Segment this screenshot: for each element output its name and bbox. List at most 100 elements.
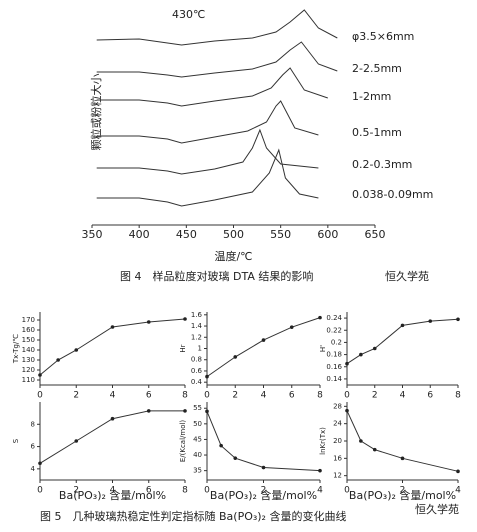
y-tick-label: 0.24 xyxy=(326,314,342,322)
curve xyxy=(346,318,459,365)
x-tick-label: 600 xyxy=(317,228,338,241)
figure-caption: 图 5 几种玻璃热稳定性判定指标随 Ba(PO₃)₂ 含量的变化曲线 xyxy=(40,509,346,523)
x-axis-label: Ba(PO₃)₂ 含量/mol% xyxy=(210,488,317,502)
point xyxy=(74,439,79,443)
curve xyxy=(96,67,328,107)
curve xyxy=(346,410,459,472)
curve xyxy=(96,41,338,78)
x-tick-label: 4 xyxy=(110,391,116,401)
x-tick-label: 2 xyxy=(400,486,406,496)
y-tick-label: 6 xyxy=(31,443,36,451)
y-tick-label: 120 xyxy=(22,366,35,374)
x-tick-label: 400 xyxy=(129,228,150,241)
x-tick-label: 8 xyxy=(455,391,461,401)
figure-caption: 图 4 样品粒度对玻璃 DTA 结果的影响 xyxy=(120,269,313,283)
y-tick-label: 0.4 xyxy=(191,378,203,386)
y-axis-label: E/(Kcal/mol) xyxy=(179,420,187,463)
x-tick-label: 0 xyxy=(204,391,210,401)
series-label: 1-2mm xyxy=(352,90,391,103)
y-tick-label: 150 xyxy=(22,336,35,344)
x-tick-label: 550 xyxy=(270,228,291,241)
x-tick-label: 8 xyxy=(317,391,323,401)
y-tick-label: 45 xyxy=(193,435,202,443)
y-tick-label: 24 xyxy=(333,420,342,428)
curve xyxy=(96,100,319,144)
curve xyxy=(96,148,319,207)
curve xyxy=(96,128,319,175)
curve xyxy=(96,9,338,46)
point xyxy=(400,323,405,328)
y-axis-label: 颗粒或粉粒大小 xyxy=(89,74,103,151)
x-tick-label: 8 xyxy=(182,486,188,496)
y-tick-label: 1.4 xyxy=(191,322,203,330)
y-axis-label: lnKr(Tx) xyxy=(319,427,327,455)
x-tick-label: 8 xyxy=(182,391,188,401)
x-tick-label: 350 xyxy=(82,228,103,241)
point xyxy=(183,409,187,413)
point xyxy=(38,461,42,466)
curve xyxy=(206,411,321,472)
point xyxy=(261,338,266,342)
point xyxy=(233,456,238,460)
x-tick-label: 2 xyxy=(73,486,79,496)
x-tick-label: 2 xyxy=(73,391,79,401)
x-axis-label: 温度/℃ xyxy=(214,249,252,263)
x-tick-label: 450 xyxy=(176,228,197,241)
y-tick-label: 110 xyxy=(22,376,35,384)
point xyxy=(183,317,187,321)
y-tick-label: 0.8 xyxy=(191,356,202,364)
point xyxy=(359,439,363,443)
y-tick-label: 20 xyxy=(333,437,342,445)
point xyxy=(400,456,405,461)
y-tick-label: 1.2 xyxy=(191,333,202,341)
curve xyxy=(206,317,321,378)
y-tick-label: 28 xyxy=(333,402,342,410)
y-tick-label: 0.16 xyxy=(326,363,342,371)
y-tick-label: 35 xyxy=(193,467,202,475)
x-tick-label: 0 xyxy=(344,486,350,496)
point xyxy=(110,416,115,421)
x-tick-label: 0 xyxy=(204,486,210,496)
point xyxy=(318,315,322,320)
x-tick-label: 4 xyxy=(261,391,267,401)
y-tick-label: 40 xyxy=(193,451,202,459)
point xyxy=(372,346,377,351)
point xyxy=(456,469,460,474)
x-tick-label: 500 xyxy=(223,228,244,241)
y-tick-label: 16 xyxy=(333,454,342,462)
x-tick-label: 4 xyxy=(110,486,116,496)
x-tick-label: 2 xyxy=(372,391,378,401)
point xyxy=(38,373,42,377)
y-tick-label: 12 xyxy=(333,472,342,480)
y-tick-label: 0.6 xyxy=(191,367,203,375)
series-label: 0.038-0.09mm xyxy=(352,188,433,201)
x-tick-label: 650 xyxy=(365,228,386,241)
x-tick-label: 6 xyxy=(146,486,152,496)
x-tick-label: 6 xyxy=(289,391,295,401)
y-tick-label: 8 xyxy=(31,420,35,428)
x-tick-label: 4 xyxy=(400,391,406,401)
point xyxy=(110,325,115,329)
x-tick-label: 0 xyxy=(344,391,350,401)
y-tick-label: 170 xyxy=(22,316,35,324)
y-axis-label: S xyxy=(12,438,20,443)
point xyxy=(146,320,151,324)
series-label: 0.2-0.3mm xyxy=(352,158,412,171)
y-tick-label: 1 xyxy=(198,345,202,353)
x-tick-label: 4 xyxy=(455,486,461,496)
watermark: 恒久学苑 xyxy=(385,269,429,283)
point xyxy=(318,468,322,473)
point xyxy=(289,325,294,329)
point xyxy=(56,358,60,362)
annotation: 430℃ xyxy=(172,8,205,21)
x-tick-label: 2 xyxy=(232,391,238,401)
point xyxy=(428,319,433,323)
y-axis-label: H' xyxy=(319,345,327,352)
point xyxy=(345,361,349,366)
y-tick-label: 1.6 xyxy=(191,311,203,319)
point xyxy=(261,465,266,470)
series-label: φ3.5×6mm xyxy=(352,30,414,43)
x-tick-label: 6 xyxy=(146,391,152,401)
curve xyxy=(39,318,186,376)
watermark: 恒久学苑 xyxy=(415,502,459,516)
